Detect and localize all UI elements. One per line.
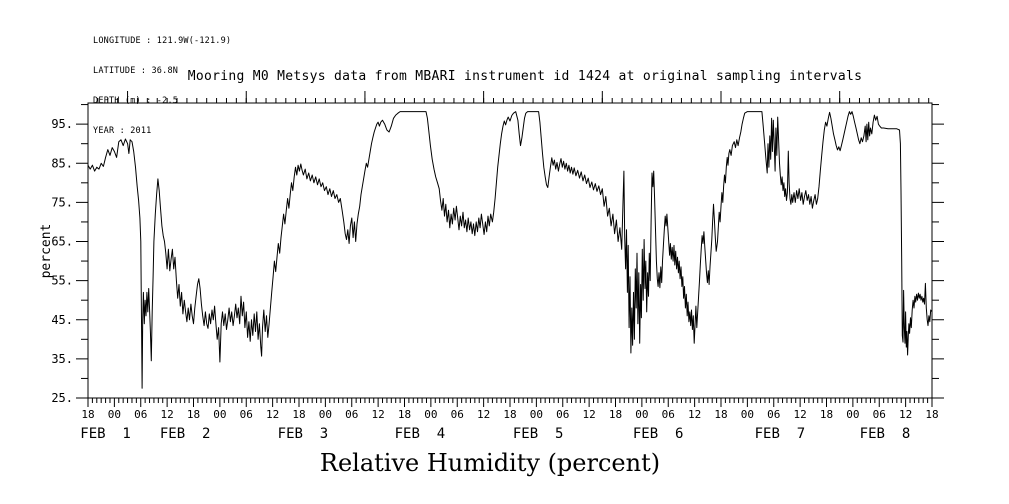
x-hour-label: 12 xyxy=(161,408,174,421)
x-hour-label: 18 xyxy=(292,408,305,421)
x-hour-label: 12 xyxy=(899,408,912,421)
metadata-year: YEAR : 2011 xyxy=(93,126,152,136)
x-hour-label: 18 xyxy=(187,408,200,421)
x-hour-label: 06 xyxy=(873,408,886,421)
y-tick-label: 45. xyxy=(51,313,73,327)
x-day-label: FEB 8 xyxy=(860,426,911,442)
x-hour-label: 18 xyxy=(81,408,94,421)
plot-frame xyxy=(87,102,933,399)
x-hour-label: 12 xyxy=(583,408,596,421)
x-axis-title: Relative Humidity (percent) xyxy=(319,449,661,477)
x-hour-label: 00 xyxy=(635,408,648,421)
metadata-longitude: LONGITUDE : 121.9W(-121.9) xyxy=(93,36,232,46)
x-hour-label: 00 xyxy=(741,408,754,421)
x-day-label: FEB 7 xyxy=(755,426,806,442)
y-tick-label: 85. xyxy=(51,156,73,170)
x-hour-label: 12 xyxy=(372,408,385,421)
x-hour-label: 00 xyxy=(319,408,332,421)
y-tick-label: 75. xyxy=(51,195,73,209)
x-hour-label: 00 xyxy=(530,408,543,421)
x-hour-label: 06 xyxy=(345,408,358,421)
y-tick-label: 35. xyxy=(51,352,73,366)
x-hour-label: 18 xyxy=(820,408,833,421)
x-day-label: FEB 1 xyxy=(80,426,131,442)
y-tick-label: 95. xyxy=(51,117,73,131)
y-tick-label: 65. xyxy=(51,235,73,249)
x-day-label: FEB 3 xyxy=(278,426,329,442)
x-hour-label: 18 xyxy=(503,408,516,421)
x-hour-label: 18 xyxy=(925,408,938,421)
x-hour-label: 06 xyxy=(134,408,147,421)
x-hour-label: 00 xyxy=(108,408,121,421)
series-line xyxy=(87,111,933,389)
x-hour-label: 18 xyxy=(609,408,622,421)
x-hour-label: 12 xyxy=(477,408,490,421)
x-hour-label: 18 xyxy=(714,408,727,421)
y-tick-label: 25. xyxy=(51,391,73,405)
x-hour-label: 06 xyxy=(451,408,464,421)
x-hour-label: 12 xyxy=(794,408,807,421)
x-day-label: FEB 5 xyxy=(513,426,564,442)
x-hour-label: 06 xyxy=(556,408,569,421)
x-day-label: FEB 2 xyxy=(160,426,211,442)
metadata-latitude: LATITUDE : 36.8N xyxy=(93,66,179,76)
x-day-label: FEB 4 xyxy=(395,426,446,442)
x-hour-label: 06 xyxy=(767,408,780,421)
x-hour-label: 18 xyxy=(398,408,411,421)
y-tick-label: 55. xyxy=(51,274,73,288)
x-hour-label: 06 xyxy=(240,408,253,421)
x-hour-label: 12 xyxy=(688,408,701,421)
x-hour-label: 06 xyxy=(662,408,675,421)
x-hour-label: 00 xyxy=(846,408,859,421)
x-hour-label: 12 xyxy=(266,408,279,421)
x-hour-label: 00 xyxy=(424,408,437,421)
x-day-label: FEB 6 xyxy=(633,426,684,442)
x-hour-label: 00 xyxy=(213,408,226,421)
chart-title: Mooring M0 Metsys data from MBARI instru… xyxy=(187,69,863,84)
